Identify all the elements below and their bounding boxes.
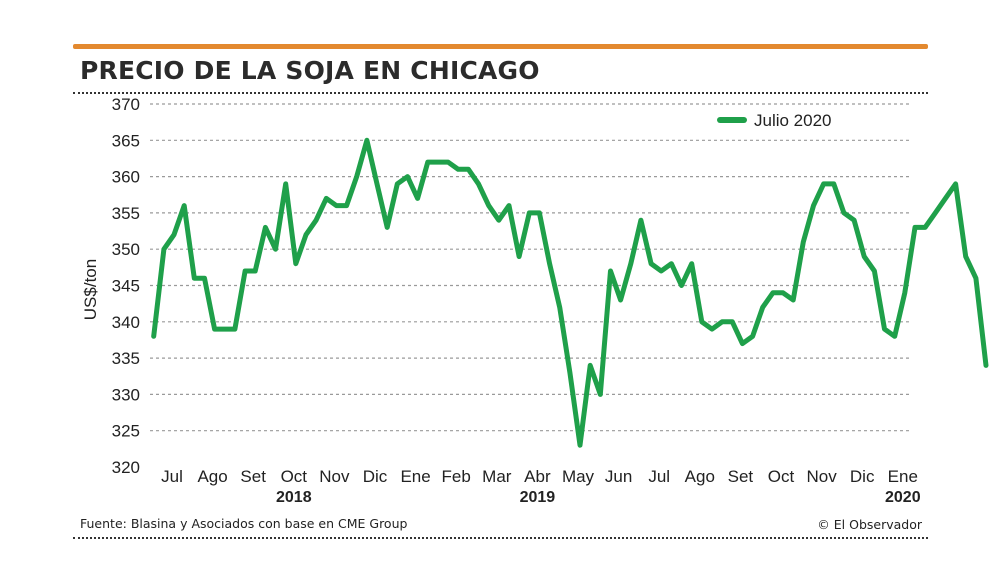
source-note: Fuente: Blasina y Asociados con base en … bbox=[80, 516, 408, 531]
y-axis-ticks: 320 325 330 335 340 345 350 355 360 365 370 bbox=[112, 95, 140, 477]
chart-title: PRECIO DE LA SOJA EN CHICAGO bbox=[80, 56, 540, 85]
x-tick-label: Ene bbox=[888, 467, 918, 486]
x-tick-label: Ago bbox=[197, 467, 227, 486]
x-year-label: 2019 bbox=[520, 489, 556, 506]
y-axis-label: US$/ton bbox=[81, 259, 100, 320]
y-tick-label: 340 bbox=[112, 313, 140, 332]
y-tick-label: 320 bbox=[112, 458, 140, 477]
y-tick-label: 365 bbox=[112, 131, 140, 150]
x-year-label: 2018 bbox=[276, 489, 312, 506]
x-tick-label: Abr bbox=[524, 467, 551, 486]
y-tick-label: 335 bbox=[112, 349, 140, 368]
grid-lines bbox=[150, 103, 912, 432]
footer-divider bbox=[73, 537, 928, 539]
x-tick-label: Nov bbox=[806, 467, 837, 486]
x-tick-label: Dic bbox=[363, 467, 388, 486]
x-axis-ticks: Jul Ago Set Oct Nov Dic Ene Feb Mar Abr May Jun Jul A… bbox=[161, 467, 918, 486]
y-tick-label: 370 bbox=[112, 95, 140, 114]
y-tick-label: 360 bbox=[112, 168, 140, 187]
y-tick-label: 345 bbox=[112, 277, 140, 296]
y-tick-label: 330 bbox=[112, 385, 140, 404]
y-tick-label: 355 bbox=[112, 204, 140, 223]
x-tick-label: Jul bbox=[161, 467, 183, 486]
x-tick-label: Feb bbox=[442, 467, 471, 486]
x-tick-label: Oct bbox=[281, 467, 308, 486]
legend: Julio 2020 bbox=[717, 111, 832, 130]
top-accent-rule bbox=[73, 44, 928, 49]
x-tick-label: May bbox=[562, 467, 595, 486]
title-divider bbox=[73, 92, 928, 94]
x-tick-label: Set bbox=[728, 467, 754, 486]
x-tick-label: Ene bbox=[400, 467, 430, 486]
y-tick-label: 325 bbox=[112, 422, 140, 441]
x-tick-label: Ago bbox=[685, 467, 715, 486]
x-tick-label: Set bbox=[240, 467, 266, 486]
series-layer bbox=[151, 137, 989, 448]
x-axis-years: 2018 2019 2020 bbox=[276, 489, 921, 506]
legend-label: Julio 2020 bbox=[754, 111, 832, 130]
x-year-label: 2020 bbox=[885, 489, 921, 506]
x-tick-label: Jun bbox=[605, 467, 632, 486]
copyright-credit: © El Observador bbox=[817, 517, 922, 532]
x-tick-label: Oct bbox=[768, 467, 795, 486]
x-tick-label: Mar bbox=[482, 467, 512, 486]
x-tick-label: Nov bbox=[319, 467, 350, 486]
x-tick-label: Dic bbox=[850, 467, 875, 486]
x-tick-label: Jul bbox=[648, 467, 670, 486]
series-line bbox=[151, 137, 989, 448]
y-tick-label: 350 bbox=[112, 240, 140, 259]
